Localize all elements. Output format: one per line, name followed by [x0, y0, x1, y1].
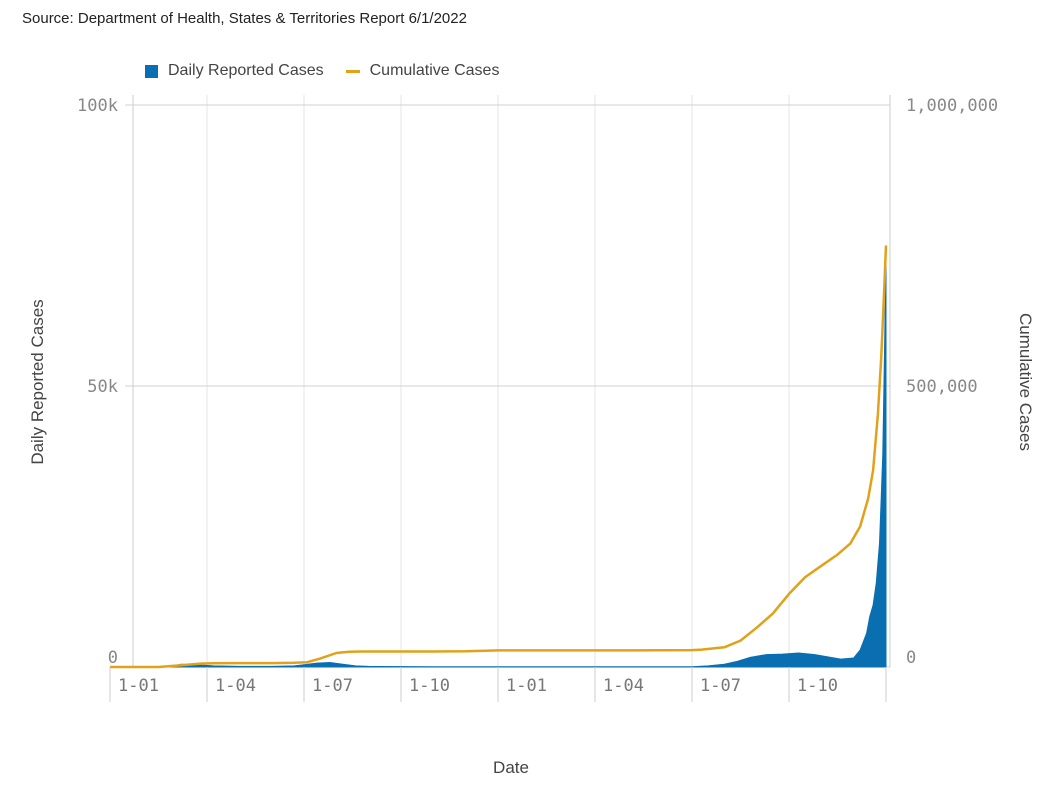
x-tick-label: 1-10 — [409, 676, 450, 696]
x-tick-label: 1-04 — [603, 676, 644, 696]
grid-lines — [125, 95, 891, 668]
y-right-tick-label: 500,000 — [906, 377, 978, 397]
legend-swatch-cumulative — [345, 69, 360, 73]
y-right-tick-label: 0 — [906, 648, 916, 668]
y-left-tick-label: 50k — [87, 377, 118, 397]
x-tick-label: 1-07 — [312, 676, 353, 696]
legend-label-cumulative: Cumulative Cases — [369, 62, 500, 79]
x-tick-label: 1-10 — [797, 676, 838, 696]
x-axis-title: Date — [493, 758, 529, 777]
y-left-tick-label: 0 — [108, 648, 118, 668]
legend-swatch-daily — [145, 64, 158, 78]
x-tick-label: 1-04 — [215, 676, 256, 696]
legend-item-cumulative[interactable]: Cumulative Cases — [345, 62, 500, 80]
legend-item-daily[interactable]: Daily Reported Cases — [145, 62, 324, 80]
cumulative-cases-line — [110, 245, 888, 669]
axes: 1-01 1-04 1-07 1-10 1-01 1-04 1-07 1-10 0 50k 100k… — [77, 96, 998, 702]
legend: Daily Reported Cases Cumulative Cases — [145, 62, 521, 80]
cumulative-cases-series — [110, 245, 888, 669]
x-tick-label: 1-01 — [118, 676, 159, 696]
daily-cases-series — [110, 256, 887, 668]
daily-cases-area — [110, 256, 887, 668]
x-tick-label: 1-01 — [506, 676, 547, 696]
legend-label-daily: Daily Reported Cases — [168, 62, 324, 79]
y-left-tick-label: 100k — [77, 96, 118, 116]
y-right-tick-label: 1,000,000 — [906, 96, 998, 116]
x-tick-label: 1-07 — [700, 676, 741, 696]
source-note: Source: Department of Health, States & T… — [22, 10, 467, 27]
